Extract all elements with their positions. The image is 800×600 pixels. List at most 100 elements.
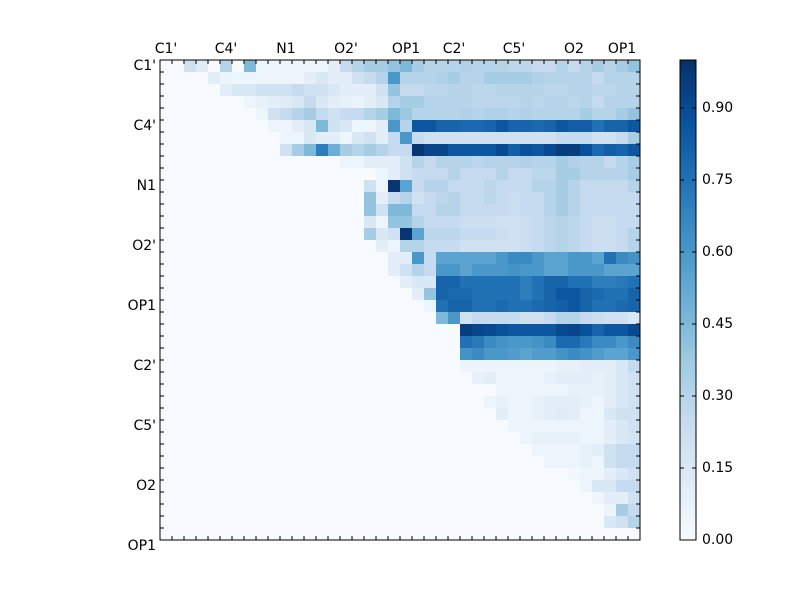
heatmap-cell: [448, 456, 461, 469]
heatmap-cell: [280, 420, 293, 433]
heatmap-cell: [604, 168, 617, 181]
heatmap-cell: [388, 408, 401, 421]
heatmap-cells: [160, 60, 641, 541]
heatmap-cell: [244, 432, 257, 445]
heatmap-cell: [532, 276, 545, 289]
heatmap-cell: [544, 252, 557, 265]
heatmap-cell: [388, 432, 401, 445]
heatmap-cell: [592, 528, 605, 541]
heatmap-cell: [244, 120, 257, 133]
heatmap-cell: [364, 336, 377, 349]
heatmap-cell: [208, 192, 221, 205]
heatmap-cell: [448, 252, 461, 265]
heatmap-cell: [400, 372, 413, 385]
heatmap-cell: [604, 444, 617, 457]
heatmap-cell: [556, 372, 569, 385]
heatmap-cell: [568, 288, 581, 301]
heatmap-cell: [232, 432, 245, 445]
heatmap-cell: [196, 396, 209, 409]
heatmap-cell: [532, 504, 545, 517]
heatmap-cell: [160, 336, 173, 349]
heatmap-cell: [472, 348, 485, 361]
heatmap-cell: [268, 456, 281, 469]
heatmap-cell: [388, 480, 401, 493]
heatmap-cell: [160, 324, 173, 337]
heatmap-cell: [532, 420, 545, 433]
heatmap-cell: [580, 312, 593, 325]
heatmap-cell: [268, 144, 281, 157]
y-tick-label: O2': [132, 238, 156, 254]
heatmap-cell: [460, 408, 473, 421]
heatmap-cell: [172, 360, 185, 373]
heatmap-cell: [424, 492, 437, 505]
heatmap-cell: [280, 408, 293, 421]
colorbar-tick-label: 0.45: [702, 316, 733, 332]
heatmap-cell: [388, 108, 401, 121]
heatmap-cell: [244, 96, 257, 109]
heatmap-cell: [616, 180, 629, 193]
heatmap-cell: [460, 144, 473, 157]
heatmap-cell: [196, 120, 209, 133]
heatmap-cell: [448, 84, 461, 97]
heatmap-cell: [364, 84, 377, 97]
heatmap-cell: [340, 72, 353, 85]
heatmap-cell: [592, 336, 605, 349]
heatmap-cell: [232, 372, 245, 385]
heatmap-cell: [616, 288, 629, 301]
heatmap-cell: [532, 252, 545, 265]
heatmap-cell: [532, 120, 545, 133]
heatmap-cell: [340, 408, 353, 421]
heatmap-cell: [532, 312, 545, 325]
heatmap-cell: [328, 240, 341, 253]
x-tick-label: C5': [503, 41, 526, 57]
heatmap-cell: [412, 72, 425, 85]
heatmap-cell: [400, 408, 413, 421]
heatmap-cell: [568, 276, 581, 289]
heatmap-cell: [268, 468, 281, 481]
heatmap-cell: [472, 84, 485, 97]
heatmap-cell: [376, 504, 389, 517]
heatmap-cell: [484, 192, 497, 205]
heatmap-cell: [616, 228, 629, 241]
heatmap-cell: [448, 144, 461, 157]
heatmap-cell: [412, 84, 425, 97]
heatmap-cell: [580, 84, 593, 97]
heatmap-cell: [220, 96, 233, 109]
heatmap-cell: [268, 336, 281, 349]
heatmap-cell: [208, 528, 221, 541]
heatmap-cell: [604, 96, 617, 109]
heatmap-cell: [280, 204, 293, 217]
heatmap-cell: [244, 444, 257, 457]
heatmap-cell: [160, 312, 173, 325]
heatmap-cell: [616, 432, 629, 445]
heatmap-cell: [520, 324, 533, 337]
heatmap-cell: [508, 252, 521, 265]
heatmap-cell: [460, 288, 473, 301]
heatmap-cell: [616, 420, 629, 433]
heatmap-cell: [328, 156, 341, 169]
heatmap-cell: [280, 168, 293, 181]
heatmap-cell: [256, 216, 269, 229]
heatmap-cell: [160, 84, 173, 97]
heatmap-cell: [508, 360, 521, 373]
heatmap-cell: [448, 372, 461, 385]
heatmap-cell: [592, 264, 605, 277]
heatmap-cell: [424, 528, 437, 541]
heatmap-cell: [292, 108, 305, 121]
heatmap-cell: [424, 288, 437, 301]
heatmap-cell: [580, 336, 593, 349]
heatmap-cell: [256, 168, 269, 181]
heatmap-cell: [592, 288, 605, 301]
heatmap-cell: [556, 204, 569, 217]
heatmap-cell: [496, 204, 509, 217]
heatmap-cell: [400, 456, 413, 469]
heatmap-cell: [520, 492, 533, 505]
heatmap-cell: [208, 492, 221, 505]
heatmap-cell: [592, 180, 605, 193]
heatmap-cell: [520, 84, 533, 97]
heatmap-cell: [364, 168, 377, 181]
heatmap-cell: [196, 228, 209, 241]
heatmap-cell: [388, 420, 401, 433]
heatmap-cell: [532, 396, 545, 409]
heatmap-cell: [424, 372, 437, 385]
